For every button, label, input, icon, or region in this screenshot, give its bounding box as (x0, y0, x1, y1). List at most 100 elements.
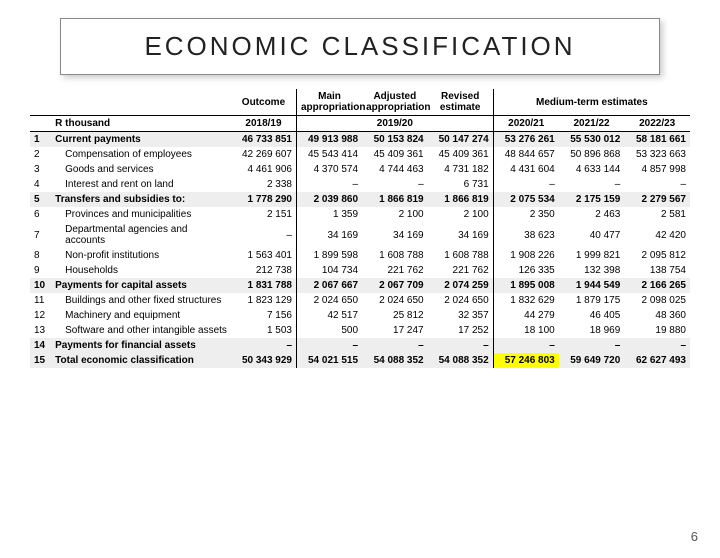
cell: 1 778 290 (231, 192, 297, 207)
cell: 4 857 998 (624, 162, 690, 177)
cell: 2 074 259 (428, 278, 494, 293)
cell: 50 153 824 (362, 132, 428, 148)
cell: 132 398 (559, 263, 625, 278)
row-label: Compensation of employees (51, 147, 231, 162)
cell: 1 944 549 (559, 278, 625, 293)
cell: 55 530 012 (559, 132, 625, 148)
h-1920: 2019/20 (297, 116, 494, 132)
table-row: 3Goods and services4 461 9064 370 5744 7… (30, 162, 690, 177)
cell: 6 731 (428, 177, 494, 192)
cell: – (362, 338, 428, 353)
h-blank (51, 89, 231, 116)
cell: 40 477 (559, 222, 625, 248)
row-label: Software and other intangible assets (51, 323, 231, 338)
row-label: Buildings and other fixed structures (51, 293, 231, 308)
table-row: 2Compensation of employees42 269 60745 5… (30, 147, 690, 162)
row-label: Machinery and equipment (51, 308, 231, 323)
row-number: 11 (30, 293, 51, 308)
cell: 1 908 226 (493, 248, 559, 263)
cell: 58 181 661 (624, 132, 690, 148)
cell: 57 246 803 (493, 353, 559, 368)
cell: 2 067 709 (362, 278, 428, 293)
h-2021: 2020/21 (493, 116, 559, 132)
cell: 34 169 (297, 222, 363, 248)
cell: 2 151 (231, 207, 297, 222)
cell: 2 100 (428, 207, 494, 222)
cell: 1 879 175 (559, 293, 625, 308)
cell: 1 563 401 (231, 248, 297, 263)
row-label: Non-profit institutions (51, 248, 231, 263)
cell: 2 350 (493, 207, 559, 222)
cell: 2 463 (559, 207, 625, 222)
row-label: Transfers and subsidies to: (51, 192, 231, 207)
cell: 42 420 (624, 222, 690, 248)
cell: 46 733 851 (231, 132, 297, 148)
row-label: Goods and services (51, 162, 231, 177)
cell: 49 913 988 (297, 132, 363, 148)
table-row: 15Total economic classification50 343 92… (30, 353, 690, 368)
cell: 46 405 (559, 308, 625, 323)
cell: 2 075 534 (493, 192, 559, 207)
cell: 1 359 (297, 207, 363, 222)
cell: 500 (297, 323, 363, 338)
table-wrap: Outcome Main appropriation Adjusted appr… (30, 89, 690, 368)
table-row: 14Payments for financial assets––––––– (30, 338, 690, 353)
cell: 2 067 667 (297, 278, 363, 293)
cell: 62 627 493 (624, 353, 690, 368)
cell: 7 156 (231, 308, 297, 323)
row-number: 4 (30, 177, 51, 192)
cell: 44 279 (493, 308, 559, 323)
cell: 48 844 657 (493, 147, 559, 162)
row-number: 2 (30, 147, 51, 162)
cell: 54 021 515 (297, 353, 363, 368)
row-label: Interest and rent on land (51, 177, 231, 192)
h-rthousand: R thousand (51, 116, 231, 132)
table-row: 9Households212 738104 734221 762221 7621… (30, 263, 690, 278)
h-rev-est: Revised estimate (428, 89, 494, 116)
cell: 2 039 860 (297, 192, 363, 207)
cell: – (559, 177, 625, 192)
cell: 34 169 (428, 222, 494, 248)
cell: 59 649 720 (559, 353, 625, 368)
h-1819: 2018/19 (231, 116, 297, 132)
cell: – (231, 338, 297, 353)
cell: 1 608 788 (428, 248, 494, 263)
cell: 2 024 650 (428, 293, 494, 308)
cell: 1 866 819 (428, 192, 494, 207)
cell: 42 269 607 (231, 147, 297, 162)
cell: 17 247 (362, 323, 428, 338)
table-row: 13Software and other intangible assets1 … (30, 323, 690, 338)
cell: 53 276 261 (493, 132, 559, 148)
cell: 126 335 (493, 263, 559, 278)
cell: 4 633 144 (559, 162, 625, 177)
cell: 2 024 650 (297, 293, 363, 308)
cell: – (231, 222, 297, 248)
cell: 17 252 (428, 323, 494, 338)
table-row: 6Provinces and municipalities2 1511 3592… (30, 207, 690, 222)
cell: – (559, 338, 625, 353)
row-number: 6 (30, 207, 51, 222)
cell: 54 088 352 (428, 353, 494, 368)
table-row: 7Departmental agencies and accounts–34 1… (30, 222, 690, 248)
cell: 53 323 663 (624, 147, 690, 162)
cell: 1 895 008 (493, 278, 559, 293)
cell: 2 279 567 (624, 192, 690, 207)
cell: 1 608 788 (362, 248, 428, 263)
table-body: 1Current payments46 733 85149 913 98850 … (30, 132, 690, 369)
table-row: 1Current payments46 733 85149 913 98850 … (30, 132, 690, 148)
row-number: 7 (30, 222, 51, 248)
row-label: Total economic classification (51, 353, 231, 368)
cell: – (493, 177, 559, 192)
row-label: Payments for capital assets (51, 278, 231, 293)
table-row: 11Buildings and other fixed structures 1 … (30, 293, 690, 308)
h-blank (30, 116, 51, 132)
cell: 19 880 (624, 323, 690, 338)
h-2223: 2022/23 (624, 116, 690, 132)
row-number: 3 (30, 162, 51, 177)
cell: 1 866 819 (362, 192, 428, 207)
cell: 50 147 274 (428, 132, 494, 148)
cell: 4 370 574 (297, 162, 363, 177)
table-row: 4Interest and rent on land2 338––6 731––… (30, 177, 690, 192)
cell: 48 360 (624, 308, 690, 323)
cell: 2 338 (231, 177, 297, 192)
